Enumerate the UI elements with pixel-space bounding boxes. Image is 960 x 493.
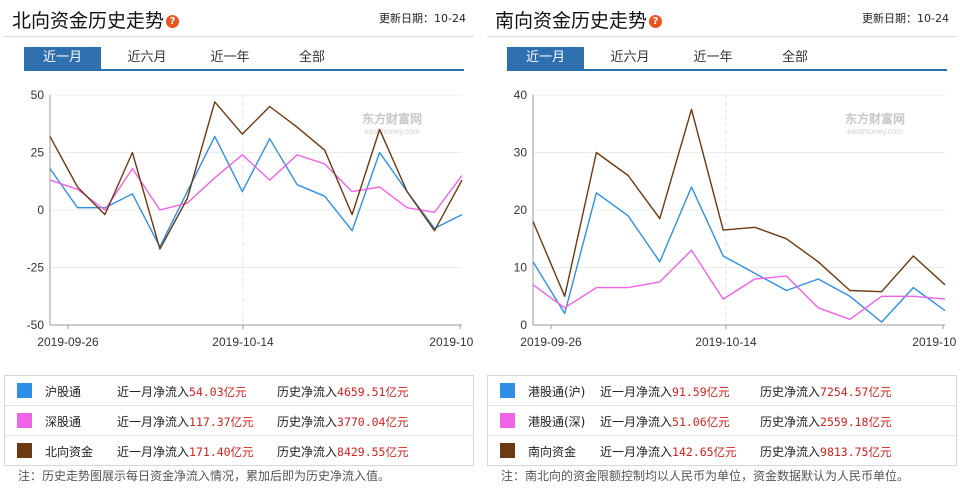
legend-name: 深股通 — [45, 415, 82, 429]
panel-title: 南向资金历史走势? — [495, 6, 663, 33]
tab-all[interactable]: 全部 — [298, 50, 325, 65]
y-tick-label: 30 — [514, 146, 528, 160]
legend-hist: 历史净流入9813.75亿元 — [760, 445, 892, 459]
tab-underline — [507, 69, 947, 71]
watermark-sub: eastmoney.com — [364, 127, 420, 136]
legend-month: 近一月净流入91.59亿元 — [600, 385, 730, 399]
series-line — [49, 135, 463, 248]
footnote: 注：南北向的资金限额控制均以人民币为单位，资金数据默认为人民币单位。 — [501, 469, 910, 483]
legend-hist: 历史净流入8429.55亿元 — [277, 445, 409, 459]
range-tabs: 近一月 近六月 近一年 全部 — [507, 47, 947, 69]
legend-row: 南向资金 近一月净流入142.65亿元 历史净流入9813.75亿元 — [488, 436, 956, 465]
y-tick-label: 0 — [520, 318, 527, 332]
tab-all[interactable]: 全部 — [781, 50, 808, 65]
title-divider — [4, 36, 474, 37]
series-line — [49, 154, 463, 214]
x-tick-label: 2019-10-24 — [912, 335, 957, 349]
y-tick-label: -50 — [27, 318, 45, 332]
y-tick-label: 25 — [31, 146, 45, 160]
south-line-chart: 40 30 20 10 0 2019-09-26 2019-10-14 2019-10-24 东… — [514, 88, 957, 349]
x-tick-label: 2019-09-26 — [37, 335, 99, 349]
legend-row: 北向资金 近一月净流入171.40亿元 历史净流入8429.55亿元 — [5, 436, 473, 465]
legend-swatch — [17, 443, 32, 458]
legend-row: 深股通 近一月净流入117.37亿元 历史净流入3770.04亿元 — [5, 406, 473, 436]
legend-name: 南向资金 — [528, 445, 577, 459]
legend-hist: 历史净流入2559.18亿元 — [760, 415, 892, 429]
legend-name: 北向资金 — [45, 445, 94, 459]
tab-underline — [24, 69, 464, 71]
series-line — [532, 186, 946, 323]
legend-row: 港股通(深) 近一月净流入51.06亿元 历史净流入2559.18亿元 — [488, 406, 956, 436]
legend-month: 近一月净流入142.65亿元 — [600, 445, 737, 459]
watermark-sub: eastmoney.com — [847, 127, 903, 136]
tab-1m[interactable]: 近一月 — [24, 47, 101, 69]
legend-swatch — [500, 413, 515, 428]
series-line — [532, 108, 946, 298]
tab-1m[interactable]: 近一月 — [507, 47, 584, 69]
y-tick-label: 20 — [514, 203, 528, 217]
range-tabs: 近一月 近六月 近一年 全部 — [24, 47, 464, 69]
help-icon[interactable]: ? — [166, 15, 180, 28]
footnote: 注：历史走势图展示每日资金净流入情况，累加后即为历史净流入值。 — [18, 469, 391, 483]
legend-swatch — [500, 443, 515, 458]
north-legend: 沪股通 近一月净流入54.03亿元 历史净流入4659.51亿元 深股通 近一月… — [4, 375, 474, 466]
watermark: 东方财富网 — [845, 111, 905, 126]
north-panel: 北向资金历史走势? 更新日期：10-24 近一月 近六月 近一年 全部 50 25… — [4, 0, 474, 493]
legend-month: 近一月净流入51.06亿元 — [600, 415, 730, 429]
x-tick-label: 2019-09-26 — [520, 335, 582, 349]
legend-month: 近一月净流入54.03亿元 — [117, 385, 247, 399]
series-line — [49, 101, 463, 250]
legend-name: 港股通(沪) — [528, 385, 586, 399]
legend-swatch — [17, 413, 32, 428]
x-tick-label: 2019-10-24 — [429, 335, 474, 349]
legend-month: 近一月净流入117.37亿元 — [117, 415, 254, 429]
legend-hist: 历史净流入4659.51亿元 — [277, 385, 409, 399]
legend-name: 港股通(深) — [528, 415, 586, 429]
legend-hist: 历史净流入7254.57亿元 — [760, 385, 892, 399]
legend-hist: 历史净流入3770.04亿元 — [277, 415, 409, 429]
y-tick-label: 10 — [514, 261, 528, 275]
tab-1y[interactable]: 近一年 — [693, 50, 733, 65]
update-date: 更新日期：10-24 — [379, 12, 466, 25]
y-tick-label: 50 — [31, 88, 45, 102]
north-line-chart: 50 25 0 -25 -50 2019-09-26 2019-10-14 2019-10-2… — [27, 88, 474, 349]
x-tick-label: 2019-10-14 — [695, 335, 757, 349]
legend-row: 沪股通 近一月净流入54.03亿元 历史净流入4659.51亿元 — [5, 376, 473, 406]
watermark: 东方财富网 — [362, 111, 422, 126]
south-panel: 南向资金历史走势? 更新日期：10-24 近一月 近六月 近一年 全部 40 30… — [487, 0, 957, 493]
help-icon[interactable]: ? — [649, 15, 663, 28]
series-line — [532, 249, 946, 321]
x-tick-label: 2019-10-14 — [212, 335, 274, 349]
y-tick-label: 0 — [37, 203, 44, 217]
south-legend: 港股通(沪) 近一月净流入91.59亿元 历史净流入7254.57亿元 港股通(… — [487, 375, 957, 466]
y-tick-label: 40 — [514, 88, 528, 102]
tab-6m[interactable]: 近六月 — [127, 50, 167, 65]
legend-month: 近一月净流入171.40亿元 — [117, 445, 254, 459]
title-divider — [487, 36, 957, 37]
legend-swatch — [17, 383, 32, 398]
tab-1y[interactable]: 近一年 — [210, 50, 250, 65]
y-tick-label: -25 — [27, 261, 45, 275]
tab-6m[interactable]: 近六月 — [610, 50, 650, 65]
update-date: 更新日期：10-24 — [862, 12, 949, 25]
legend-row: 港股通(沪) 近一月净流入91.59亿元 历史净流入7254.57亿元 — [488, 376, 956, 406]
panel-title: 北向资金历史走势? — [12, 6, 180, 33]
legend-swatch — [500, 383, 515, 398]
legend-name: 沪股通 — [45, 385, 82, 399]
